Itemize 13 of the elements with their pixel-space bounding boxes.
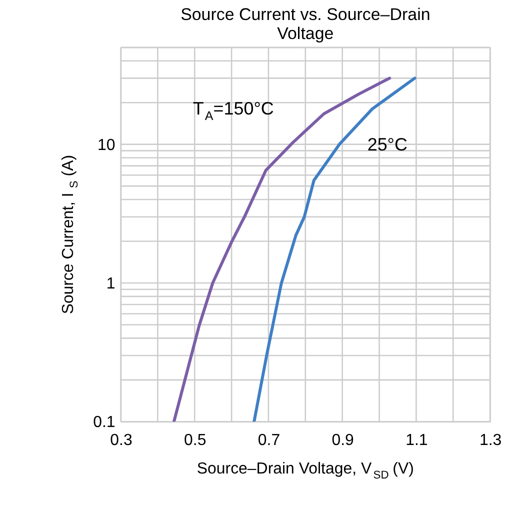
text: Source Current vs. Source–Drain	[180, 4, 430, 24]
text: Voltage	[277, 24, 334, 43]
y-tick-label: 0.1	[93, 414, 116, 432]
x-tick-label: 0.9	[332, 432, 354, 450]
y-axis-title: Source Current, IS (A)	[60, 154, 81, 314]
y-tick-label: 1	[106, 275, 116, 292]
x-tick-label: 0.3	[110, 432, 132, 450]
x-tick-label: 1.1	[406, 432, 428, 450]
x-tick-label: 0.7	[258, 432, 280, 450]
y-tick-label: 10	[98, 136, 116, 154]
series-label: 25°C	[367, 134, 408, 154]
x-tick-label: 1.3	[479, 432, 502, 450]
x-tick-label: 0.5	[184, 432, 206, 450]
